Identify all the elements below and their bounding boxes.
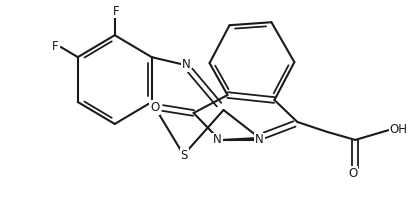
Text: OH: OH [390,123,408,136]
Text: F: F [113,5,120,18]
Text: N: N [182,58,191,71]
Text: N: N [255,133,264,147]
Text: O: O [348,167,358,180]
Text: S: S [180,149,188,162]
Text: N: N [213,133,222,147]
Text: O: O [150,101,160,114]
Text: F: F [52,40,59,53]
